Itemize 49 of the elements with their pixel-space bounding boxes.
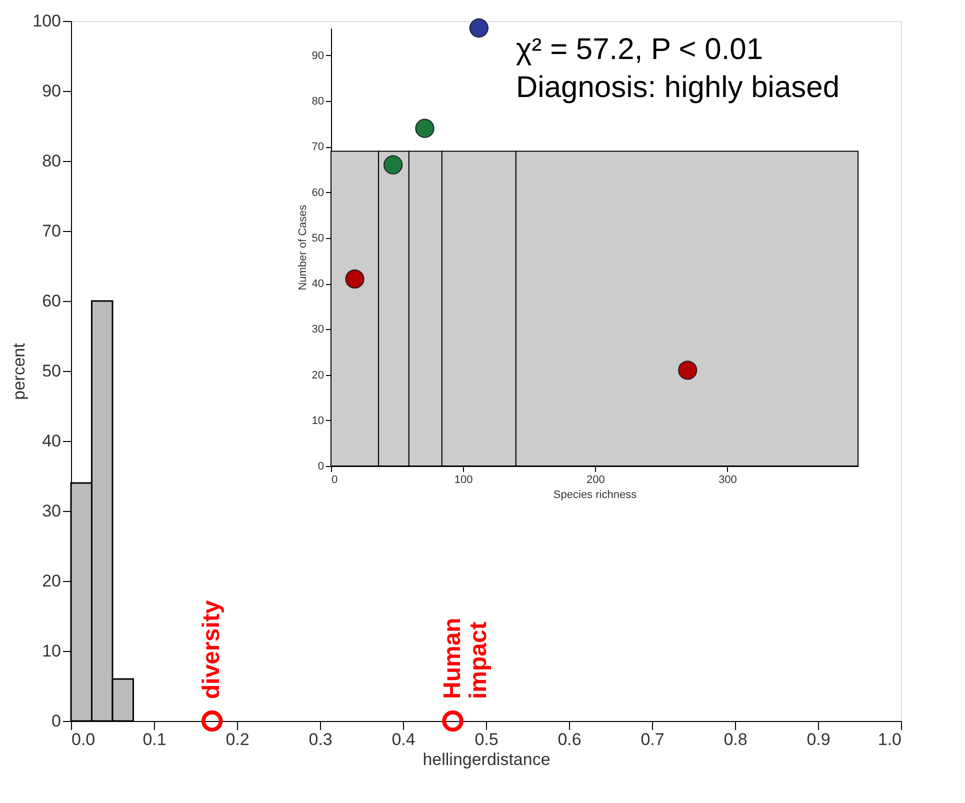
- x-tick-label: 0.1: [142, 730, 166, 749]
- y-tick-label: 70: [312, 141, 324, 154]
- annotation: Human impact: [438, 618, 492, 699]
- x-tick-label: 0.8: [724, 730, 748, 749]
- y-tick-label: 30: [42, 502, 61, 520]
- y-tick-label: 70: [42, 222, 61, 240]
- point: [383, 155, 403, 174]
- y-tick-label: 100: [32, 12, 61, 30]
- y-tick-label: 50: [42, 362, 61, 380]
- y-tick-label: 40: [312, 278, 324, 290]
- x-tick-label: 300: [718, 474, 737, 486]
- annotation: χ² = 57.2, P < 0.01: [516, 33, 764, 66]
- x-tick-label: 0.0: [72, 730, 96, 749]
- annotation: diversity: [198, 600, 226, 699]
- y-tick-label: 80: [312, 96, 324, 108]
- x-tick-label: 0: [332, 474, 338, 486]
- x-tick-label: 0.3: [308, 730, 332, 749]
- y-axis-title: percent: [10, 342, 29, 400]
- y-tick-label: 80: [42, 152, 61, 170]
- annotation: Diagnosis: highly biased: [516, 71, 840, 104]
- y-tick-label: 50: [312, 232, 324, 244]
- point: [345, 269, 364, 289]
- x-tick-label: 0.9: [806, 730, 830, 749]
- point: [469, 18, 489, 38]
- x-tick-label: 0.4: [392, 730, 416, 749]
- y-tick-label: 60: [42, 292, 61, 310]
- x-axis-title: Species richness: [553, 489, 638, 501]
- x-tick-label: 100: [454, 474, 473, 486]
- y-tick-label: 0: [52, 712, 61, 730]
- y-tick-label: 90: [312, 50, 324, 62]
- y-axis-title: Number of Cases: [296, 204, 309, 290]
- y-tick-label: 20: [42, 572, 61, 590]
- x-tick-label: 0.7: [640, 730, 664, 749]
- y-tick-label: 20: [312, 369, 324, 382]
- y-tick-label: 30: [312, 324, 324, 336]
- x-axis-title: hellingerdistance: [422, 750, 550, 769]
- point: [678, 360, 698, 380]
- point: [415, 118, 434, 138]
- y-tick-label: 0: [318, 460, 324, 472]
- y-tick-label: 60: [312, 186, 324, 199]
- x-tick-label: 1.0: [878, 730, 902, 749]
- x-tick-label: 200: [586, 474, 605, 486]
- x-tick-label: 0.2: [226, 730, 250, 749]
- y-tick-label: 90: [42, 82, 61, 100]
- y-tick-label: 10: [42, 642, 61, 660]
- x-tick-label: 0.5: [474, 730, 498, 749]
- y-tick-label: 40: [42, 432, 61, 450]
- x-tick-label: 0.6: [558, 730, 582, 749]
- y-tick-label: 10: [312, 414, 324, 427]
